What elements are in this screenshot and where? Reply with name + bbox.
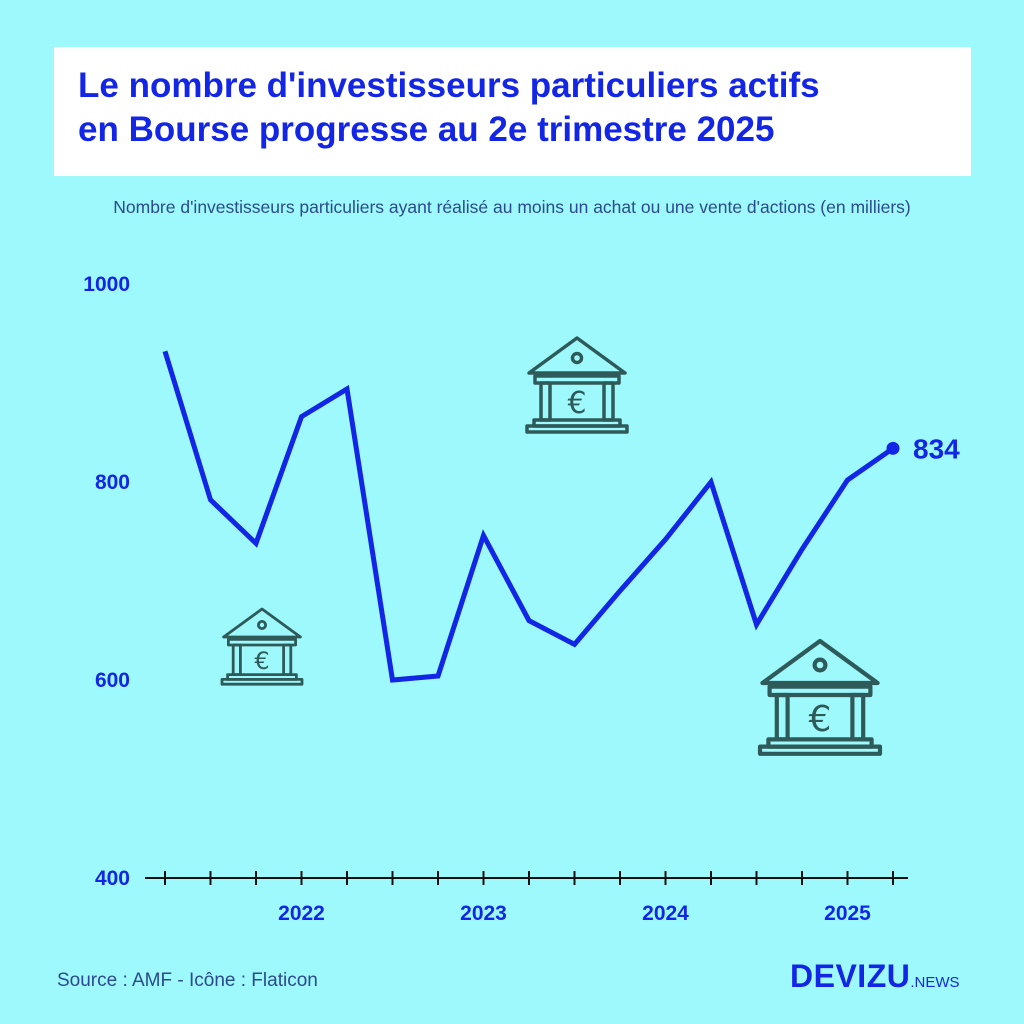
x-tick-label: 2022 [278,902,325,925]
brand-name: DEVIZU [790,958,911,994]
y-axis: 400 600 800 1000 [83,273,130,890]
bank-euro-icon: € [220,607,304,686]
x-tick-label: 2024 [642,902,689,925]
y-tick-label: 800 [95,471,130,494]
series-line [162,350,895,683]
brand-logo: DEVIZU.NEWS [790,958,960,995]
brand-suffix: .NEWS [910,974,960,991]
y-tick-label: 400 [95,867,130,890]
svg-text:€: € [809,699,832,740]
bank-euro-icon: € [757,638,883,756]
icons-layer: € € € [220,336,883,756]
svg-text:€: € [567,386,586,421]
x-tick-label: 2025 [824,902,871,925]
x-tick-label: 2023 [460,902,507,925]
title-box: Le nombre d'investisseurs particuliers a… [54,47,971,176]
x-axis: 2022 2023 2024 2025 [145,871,908,925]
svg-text:€: € [254,647,269,675]
y-tick-label: 1000 [83,273,130,296]
end-value-label: 834 [913,433,960,464]
y-tick-label: 600 [95,669,130,692]
labels-layer: 834 [913,433,960,464]
source-note: Source : AMF - Icône : Flaticon [57,970,318,991]
chart-subtitle: Nombre d'investisseurs particuliers ayan… [113,197,911,217]
chart-title-line-2: en Bourse progresse au 2e trimestre 2025 [78,110,775,149]
end-point-marker [886,441,900,455]
chart-title-line-1: Le nombre d'investisseurs particuliers a… [78,66,820,105]
series-layer [162,350,900,683]
bank-euro-icon: € [525,336,629,434]
